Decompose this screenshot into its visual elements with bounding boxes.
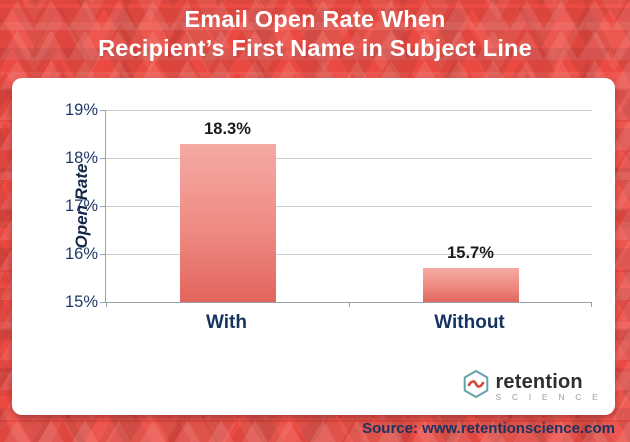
bar-without [423, 268, 519, 302]
chart-title-line1: Email Open Rate When [184, 6, 446, 32]
y-tick-label-18: 18% [64, 149, 98, 167]
hexagon-wave-icon [462, 369, 490, 404]
y-tick-mark [100, 254, 105, 255]
gridline-16 [106, 254, 592, 255]
bar-with [180, 143, 276, 302]
chart-title: Email Open Rate When Recipient’s First N… [0, 5, 630, 63]
gridline-18 [106, 158, 592, 159]
plot-area: 18.3% 15.7% [100, 110, 592, 307]
bar-value-label-with: 18.3% [204, 119, 251, 138]
brand-logo: retention S C I E N C E [462, 369, 602, 404]
brand-logo-subtitle: S C I E N C E [495, 391, 602, 402]
x-tick-mark [106, 302, 107, 307]
y-tick-label-16: 16% [64, 245, 98, 263]
category-label-without: Without [434, 312, 505, 333]
y-tick-mark [100, 206, 105, 207]
y-tick-label-19: 19% [64, 101, 98, 119]
y-tick-mark [100, 110, 105, 111]
chart-title-line2: Recipient’s First Name in Subject Line [98, 35, 532, 61]
chart-panel: Open Rate 19% 18% 17% 16% 15% 18.3% 15.7… [12, 78, 615, 415]
gridline-17 [106, 206, 592, 207]
y-tick-mark [100, 302, 105, 303]
x-tick-mark [591, 302, 592, 307]
brand-logo-name: retention [495, 370, 583, 393]
y-tick-mark [100, 158, 105, 159]
brand-logo-text: retention S C I E N C E [495, 372, 602, 402]
x-tick-mark [349, 302, 350, 307]
source-attribution: Source: www.retentionscience.com [362, 420, 615, 437]
y-tick-label-17: 17% [64, 197, 98, 215]
bar-value-label-without: 15.7% [447, 244, 494, 263]
y-tick-label-15: 15% [64, 293, 98, 311]
gridline-19 [106, 110, 592, 111]
category-label-with: With [206, 312, 247, 333]
